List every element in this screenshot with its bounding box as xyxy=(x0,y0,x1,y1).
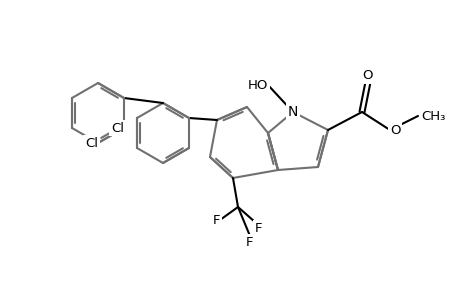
Text: O: O xyxy=(389,124,400,136)
Text: F: F xyxy=(246,236,253,249)
Text: F: F xyxy=(254,222,262,235)
Text: O: O xyxy=(362,69,372,82)
Text: F: F xyxy=(212,214,219,226)
Text: HO: HO xyxy=(247,79,268,92)
Text: CH₃: CH₃ xyxy=(420,110,444,122)
Text: Cl: Cl xyxy=(111,122,124,134)
Text: Cl: Cl xyxy=(85,136,98,149)
Text: N: N xyxy=(287,105,297,119)
